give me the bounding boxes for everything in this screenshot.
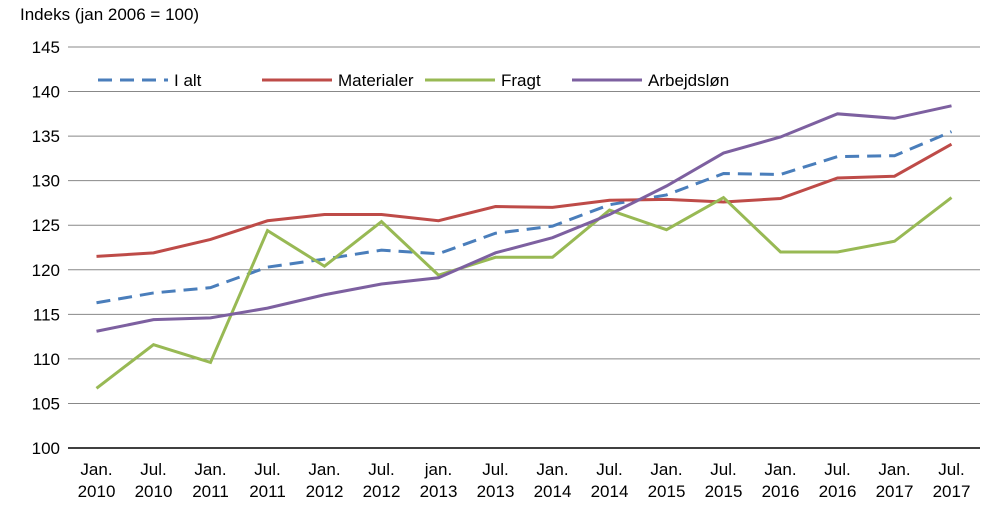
x-tick-label: Jul. 2015 xyxy=(705,460,743,501)
x-tick-label: Jan. 2017 xyxy=(876,460,914,501)
y-tick-label: 140 xyxy=(32,83,60,102)
x-tick-label: Jan. 2011 xyxy=(192,460,229,501)
x-tick-label: jan. 2013 xyxy=(420,460,458,501)
legend-label: Arbejdsløn xyxy=(648,71,729,90)
y-tick-label: 100 xyxy=(32,439,60,458)
legend-label: Fragt xyxy=(501,71,541,90)
series-line xyxy=(95,195,953,390)
y-tick-label: 105 xyxy=(32,394,60,413)
x-tick-label: Jan. 2016 xyxy=(762,460,800,501)
x-tick-label: Jan. 2014 xyxy=(534,460,572,501)
series-line xyxy=(96,130,953,305)
x-tick-label: Jan. 2010 xyxy=(78,460,116,501)
x-tick-label: Jul. 2014 xyxy=(591,460,629,501)
x-tick-label: Jul. 2010 xyxy=(135,460,173,501)
x-tick-label: Jul. 2012 xyxy=(363,460,401,501)
series-line xyxy=(96,104,952,333)
x-tick-label: Jul. 2017 xyxy=(933,460,971,501)
x-tick-label: Jul. 2016 xyxy=(819,460,857,501)
y-tick-label: 115 xyxy=(33,305,60,324)
x-tick-label: Jan. 2012 xyxy=(306,460,344,501)
x-tick-label: Jul. 2013 xyxy=(477,460,515,501)
legend-label: Materialer xyxy=(338,71,414,90)
y-axis-title: Indeks (jan 2006 = 100) xyxy=(20,5,199,24)
y-tick-label: 145 xyxy=(32,38,60,57)
y-tick-label: 130 xyxy=(32,172,60,191)
series-line xyxy=(96,142,953,258)
legend-label: I alt xyxy=(174,71,202,90)
y-tick-label: 135 xyxy=(32,127,60,146)
y-tick-label: 120 xyxy=(32,261,60,280)
x-tick-label: Jul. 2011 xyxy=(249,460,286,501)
y-tick-label: 110 xyxy=(33,350,60,369)
x-tick-label: Jan. 2015 xyxy=(648,460,686,501)
y-tick-label: 125 xyxy=(32,216,60,235)
